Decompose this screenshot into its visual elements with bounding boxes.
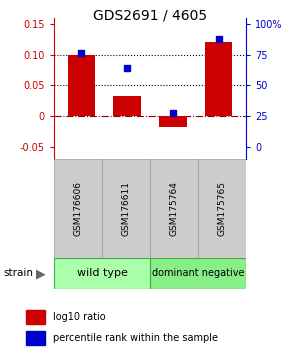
Text: percentile rank within the sample: percentile rank within the sample — [53, 333, 218, 343]
Bar — [150, 258, 246, 289]
Text: GSM176611: GSM176611 — [122, 181, 130, 236]
Bar — [205, 42, 232, 116]
Text: GSM175764: GSM175764 — [169, 181, 178, 236]
Bar — [54, 258, 150, 289]
Text: GSM175765: GSM175765 — [218, 181, 226, 236]
Text: strain: strain — [3, 268, 33, 279]
Bar — [102, 159, 150, 258]
Bar — [54, 159, 102, 258]
Bar — [159, 116, 187, 127]
Bar — [150, 159, 198, 258]
Text: ▶: ▶ — [36, 267, 45, 280]
Text: GSM176606: GSM176606 — [74, 181, 82, 236]
Text: GDS2691 / 4605: GDS2691 / 4605 — [93, 9, 207, 23]
Bar — [26, 331, 45, 345]
Text: wild type: wild type — [76, 268, 128, 279]
Text: log10 ratio: log10 ratio — [53, 312, 105, 322]
Bar — [198, 159, 246, 258]
Bar — [68, 55, 95, 116]
Bar — [26, 310, 45, 324]
Bar — [113, 96, 141, 116]
Text: dominant negative: dominant negative — [152, 268, 244, 279]
